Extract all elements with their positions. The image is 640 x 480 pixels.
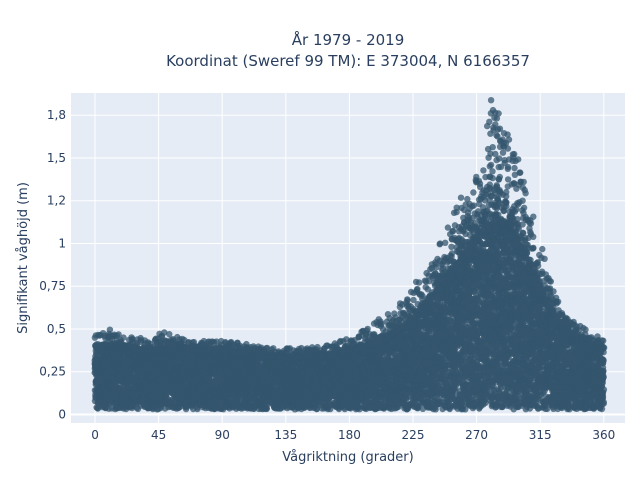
data-points (91, 97, 608, 413)
data-point (128, 404, 136, 412)
